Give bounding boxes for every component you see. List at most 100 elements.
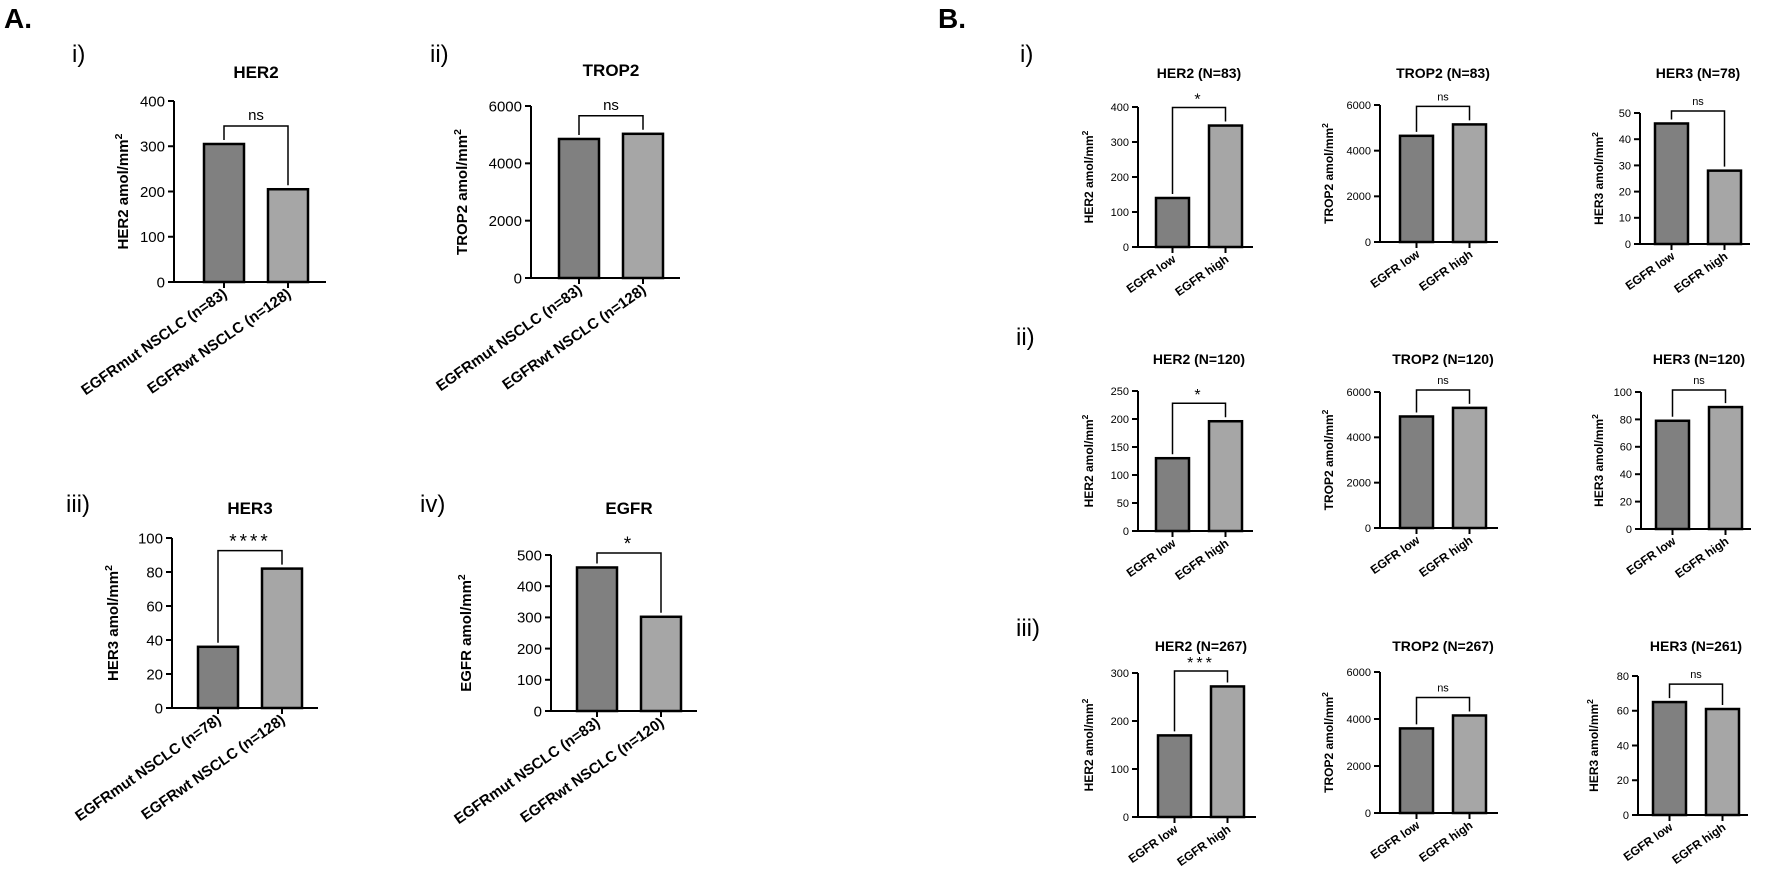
significance-bracket <box>223 125 289 186</box>
y-tick-label: 200 <box>1111 716 1129 728</box>
y-tick-label: 0 <box>514 270 522 287</box>
y-tick-label: 4000 <box>1347 714 1371 726</box>
panel-b-ii-label: ii) <box>1016 324 1035 351</box>
category-label: EGFR high <box>1416 533 1475 580</box>
y-tick-label: 100 <box>140 229 165 246</box>
y-tick-label: 0 <box>1123 242 1129 254</box>
significance-bracket <box>1173 670 1229 732</box>
y-tick-label: 100 <box>517 672 542 689</box>
y-tick-label: 50 <box>1117 498 1129 510</box>
bar-first <box>1154 456 1191 533</box>
chart-b-iii-3: HER3 (N=261) 0 20 40 60 80 HER3 amol/mm2 EGFR l… <box>1585 638 1748 867</box>
chart-title: TROP2 (N=83) <box>1396 65 1490 81</box>
significance-bracket <box>1668 683 1724 706</box>
y-tick-label: 0 <box>155 700 163 717</box>
bar-first <box>1651 700 1688 817</box>
bar-second <box>1451 714 1488 815</box>
y-tick-label: 60 <box>1617 706 1629 718</box>
chart-b-ii-1: HER2 (N=120) 0 50 100 150 200 250 HER2 amol/mm2… <box>1080 351 1253 583</box>
y-axis-label: HER2 amol/mm2 <box>1080 130 1096 223</box>
y-tick-label: 40 <box>146 632 163 649</box>
category-label: EGFR high <box>1669 820 1728 867</box>
bar-first <box>575 566 619 713</box>
y-tick-label: 2000 <box>1347 191 1371 203</box>
significance-label: ns <box>248 107 264 124</box>
chart-b-i-3: HER3 (N=78) 0 10 20 30 40 50 HER3 amol/mm2 EGFR … <box>1590 65 1750 296</box>
y-tick-label: 80 <box>1620 414 1632 426</box>
y-tick-label: 6000 <box>1347 100 1371 112</box>
bar-first <box>1154 196 1191 249</box>
category-label: EGFR low <box>1368 247 1423 291</box>
significance-bracket <box>1671 389 1727 417</box>
chart-title: HER2 <box>233 63 278 82</box>
y-axis-label: HER3 amol/mm2 <box>1585 699 1601 792</box>
y-tick-label: 150 <box>1111 442 1129 454</box>
y-tick-label: 100 <box>138 530 163 547</box>
category-label: EGFR low <box>1624 534 1679 578</box>
y-tick-label: 4000 <box>489 156 522 173</box>
y-tick-label: 4000 <box>1347 432 1371 444</box>
chart-b-i-1: HER2 (N=83) 0 100 200 300 400 HER2 amol/mm2 EGF… <box>1080 65 1253 299</box>
chart-title: TROP2 (N=120) <box>1392 351 1494 367</box>
y-tick-label: 0 <box>534 703 542 720</box>
bar-first <box>1398 415 1435 530</box>
y-tick-label: 20 <box>146 666 163 683</box>
y-tick-label: 200 <box>140 184 165 201</box>
panel-a-iii-label: iii) <box>66 491 90 518</box>
significance-bracket <box>578 115 644 135</box>
y-tick-label: 40 <box>1617 740 1629 752</box>
y-tick-label: 0 <box>1626 524 1632 536</box>
y-tick-label: 4000 <box>1347 146 1371 158</box>
category-label: EGFR low <box>1623 249 1678 293</box>
bar-first <box>196 645 240 710</box>
category-label: EGFR high <box>1172 252 1231 299</box>
y-tick-label: 300 <box>140 139 165 156</box>
y-axis-label: HER3 amol/mm2 <box>103 565 122 681</box>
y-axis-label: HER3 amol/mm2 <box>1590 132 1606 225</box>
category-label: EGFR high <box>1416 818 1475 865</box>
significance-label: ns <box>1692 96 1704 108</box>
y-tick-label: 60 <box>146 598 163 615</box>
y-axis-label: HER2 amol/mm2 <box>1080 414 1096 507</box>
y-tick-label: 400 <box>517 578 542 595</box>
category-label: EGFR low <box>1368 533 1423 577</box>
bar-second <box>1209 685 1246 819</box>
bar-first <box>1156 734 1193 819</box>
y-tick-label: 0 <box>1623 810 1629 822</box>
y-tick-label: 0 <box>1123 526 1129 538</box>
y-tick-label: 250 <box>1111 386 1129 398</box>
bar-second <box>260 567 304 710</box>
y-tick-label: 0 <box>1365 523 1371 535</box>
significance-label: * <box>1194 387 1203 404</box>
significance-label: ns <box>1437 375 1449 387</box>
significance-bracket <box>596 552 662 613</box>
y-tick-label: 30 <box>1619 160 1631 172</box>
panel-b-iii-label: iii) <box>1016 615 1040 642</box>
y-tick-label: 100 <box>1111 207 1129 219</box>
bar-second <box>1207 124 1244 249</box>
bar-first <box>557 137 601 280</box>
y-tick-label: 100 <box>1111 764 1129 776</box>
significance-bracket <box>1670 110 1726 167</box>
bar-second <box>1706 169 1743 246</box>
bar-second <box>1704 707 1741 817</box>
y-tick-label: 20 <box>1617 775 1629 787</box>
panel-a-i-label: i) <box>72 41 85 68</box>
bar-first <box>1398 727 1435 815</box>
category-label: EGFR high <box>1672 534 1731 581</box>
bar-second <box>639 615 683 713</box>
y-tick-label: 300 <box>517 610 542 627</box>
significance-label: ns <box>1690 669 1702 681</box>
chart-title: HER3 (N=120) <box>1653 351 1745 367</box>
y-tick-label: 300 <box>1111 137 1129 149</box>
y-axis-label: EGFR amol/mm2 <box>456 574 475 692</box>
y-tick-label: 100 <box>1111 470 1129 482</box>
y-axis-label: TROP2 amol/mm2 <box>1320 409 1336 510</box>
chart-b-iii-1: HER2 (N=267) 0 100 200 300 HER2 amol/mm2 EGFR … <box>1080 638 1256 869</box>
y-tick-label: 200 <box>1111 172 1129 184</box>
chart-b-i-2: TROP2 (N=83) 0 2000 4000 6000 TROP2 amol/mm2 E… <box>1320 65 1498 294</box>
bar-second <box>266 187 310 284</box>
y-tick-label: 0 <box>157 274 165 291</box>
category-label: EGFR high <box>1172 536 1231 583</box>
